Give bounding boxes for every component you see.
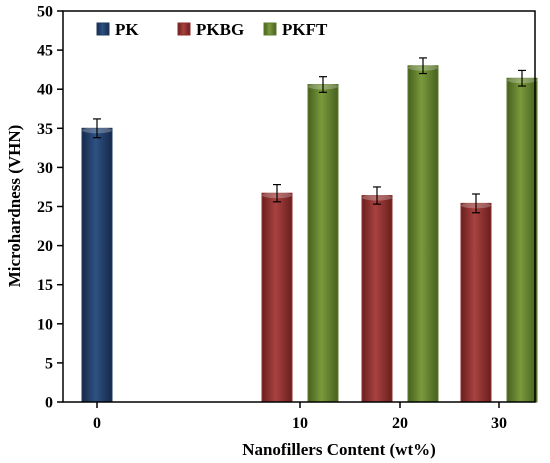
y-axis-title: Microhardness (VHN) <box>5 125 24 288</box>
y-tick-label: 5 <box>45 355 53 372</box>
x-tick-label: 0 <box>93 415 101 432</box>
y-tick-label: 40 <box>37 82 53 99</box>
y-tick-label: 50 <box>37 4 53 21</box>
y-tick-label: 35 <box>37 121 53 138</box>
y-tick-label: 45 <box>37 43 53 60</box>
x-axis-title: Nanofillers Content (wt%) <box>242 440 436 459</box>
y-tick-label: 15 <box>37 277 53 294</box>
legend-label-pkft: PKFT <box>282 20 328 39</box>
bar-pkbg-10 <box>261 192 293 403</box>
x-tick-label: 20 <box>392 415 408 432</box>
x-tick-label: 30 <box>491 415 507 432</box>
y-axis: 0 5 10 15 20 25 30 35 40 45 50 <box>37 4 63 412</box>
y-tick-label: 0 <box>45 395 53 412</box>
bar-pkft-30 <box>506 77 538 403</box>
bar-pkft-20 <box>407 65 439 403</box>
y-tick-label: 25 <box>37 199 53 216</box>
legend-swatch-pk <box>96 22 110 36</box>
x-tick-label: 10 <box>292 415 308 432</box>
bar-pkft-10 <box>307 84 339 403</box>
y-tick-label: 20 <box>37 238 53 255</box>
legend-swatch-pkbg <box>177 22 191 36</box>
x-axis: 0 10 20 30 <box>93 402 507 432</box>
y-tick-label: 30 <box>37 160 53 177</box>
bar-pkbg-30 <box>460 202 492 403</box>
legend-label-pkbg: PKBG <box>196 20 244 39</box>
legend-swatch-pkft <box>263 22 277 36</box>
legend: PK PKBG PKFT <box>96 20 328 39</box>
bar-pk-0 <box>81 127 113 403</box>
error-bars-group <box>93 57 526 214</box>
legend-label-pk: PK <box>115 20 139 39</box>
bar-pkbg-20 <box>361 195 393 403</box>
y-tick-label: 10 <box>37 316 53 333</box>
bars-group <box>81 64 538 403</box>
